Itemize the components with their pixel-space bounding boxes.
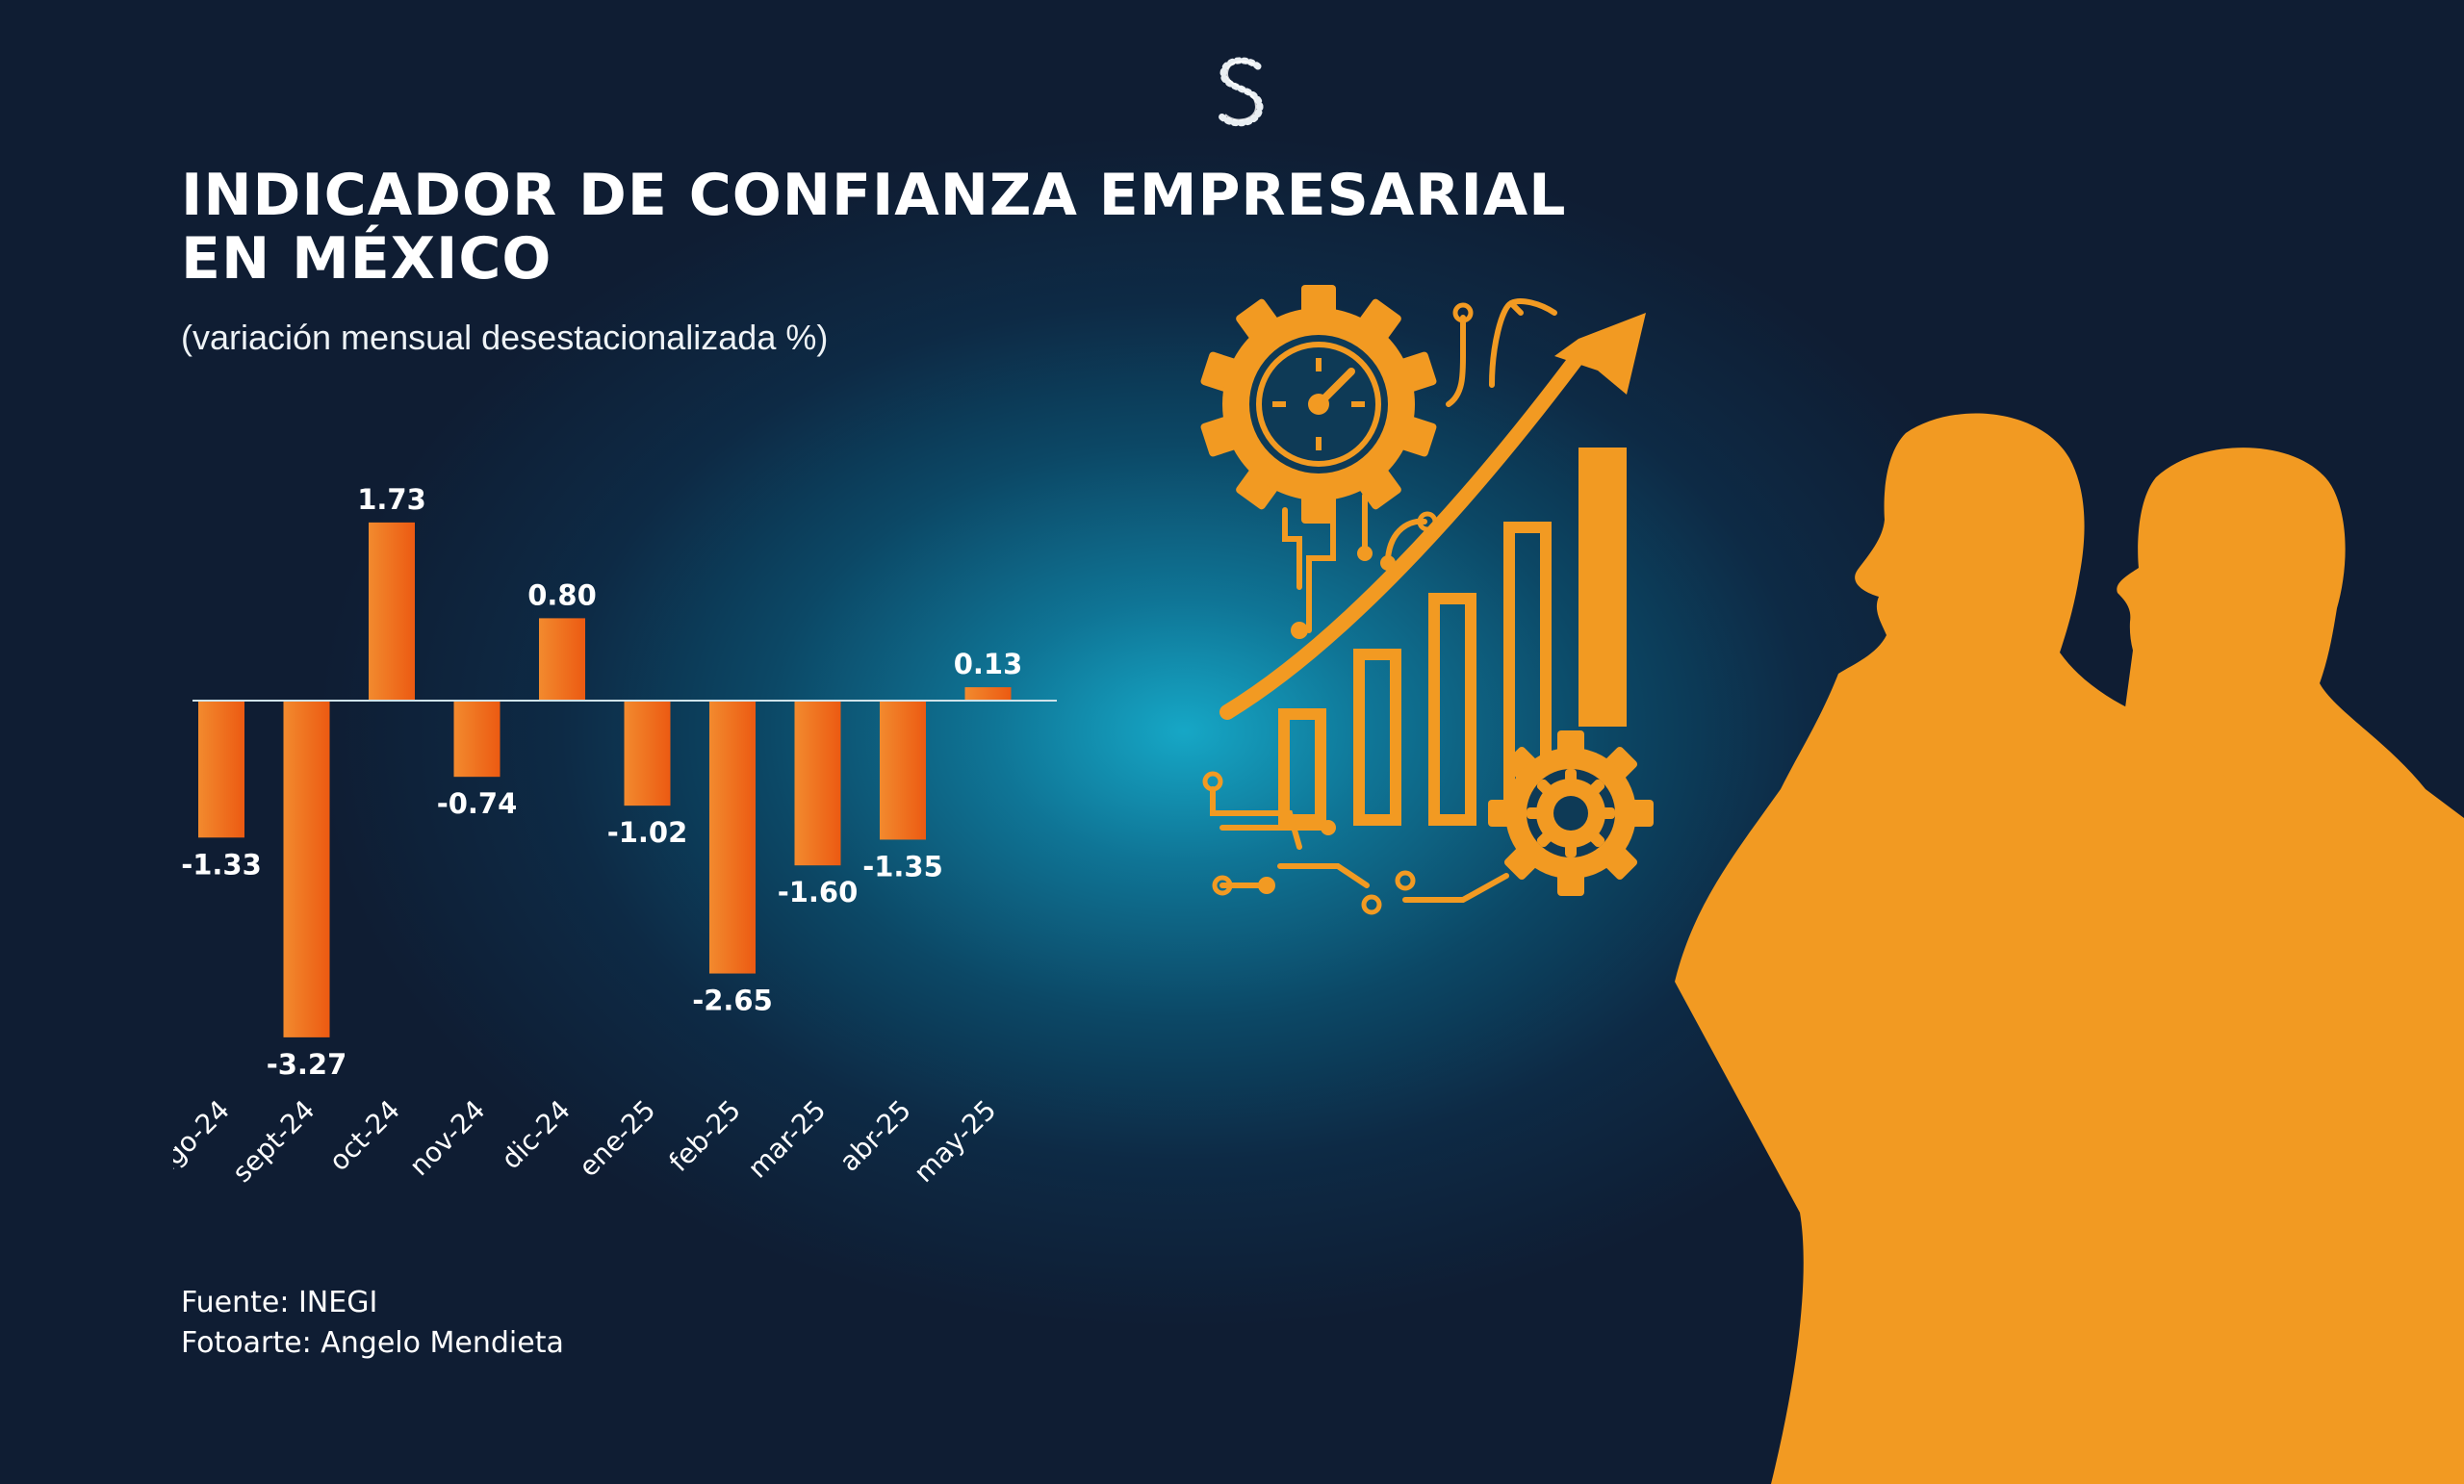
growth-arrow-icon bbox=[1219, 313, 1646, 720]
x-tick-mar-25: mar-25 bbox=[741, 1094, 832, 1185]
bar-may-25 bbox=[964, 687, 1012, 701]
gear-clock-icon bbox=[1200, 285, 1437, 524]
circuit-lines-icon bbox=[1210, 298, 1557, 903]
x-tick-may-25: may-25 bbox=[908, 1094, 1002, 1189]
bar-dic-24 bbox=[539, 618, 585, 701]
small-gear-icon bbox=[1488, 730, 1654, 896]
x-tick-abr-25: abr-25 bbox=[834, 1094, 917, 1178]
business-growth-illustration bbox=[1200, 285, 1654, 915]
business-people-silhouette-icon bbox=[1675, 413, 2464, 1484]
bar-ene-25 bbox=[624, 701, 671, 806]
x-tick-feb-25: feb-25 bbox=[663, 1094, 747, 1178]
bar-feb-25 bbox=[709, 701, 756, 974]
bar-sept-24 bbox=[283, 701, 330, 1037]
page-subtitle: (variación mensual desestacionalizada %) bbox=[181, 318, 829, 357]
source-credit: Fuente: INEGI bbox=[181, 1286, 378, 1319]
x-tick-dic-24: dic-24 bbox=[495, 1094, 577, 1176]
data-label-may-25: 0.13 bbox=[954, 648, 1023, 680]
bar-abr-25 bbox=[880, 701, 926, 840]
bar-oct-24 bbox=[369, 522, 415, 701]
credits: Fuente: INEGI Fotoarte: Angelo Mendieta bbox=[181, 1283, 564, 1364]
photo-credit: Fotoarte: Angelo Mendieta bbox=[181, 1326, 564, 1360]
data-label-ago-24: -1.33 bbox=[181, 848, 262, 881]
bar-nov-24 bbox=[453, 701, 500, 778]
x-tick-ago-24: ago-24 bbox=[173, 1094, 236, 1184]
x-tick-oct-24: oct-24 bbox=[323, 1094, 406, 1177]
data-label-dic-24: 0.80 bbox=[527, 578, 597, 611]
data-label-abr-25: -1.35 bbox=[862, 850, 943, 883]
data-label-mar-25: -1.60 bbox=[778, 876, 859, 908]
bar-chart: -1.33 -3.27 1.73 -0.74 0.80 -1.02 -2.65 -1.60-1… bbox=[173, 483, 1057, 1190]
growth-bars-icon bbox=[1278, 522, 1552, 826]
bar-ago-24 bbox=[198, 701, 244, 838]
s-dotted-logo-icon bbox=[1218, 57, 1264, 127]
data-label-feb-25: -2.65 bbox=[692, 985, 773, 1017]
page-title: INDICADOR DE CONFIANZA EMPRESARIAL EN MÉ… bbox=[181, 162, 1567, 293]
circuit-nodes-icon bbox=[1202, 302, 1474, 915]
bar-mar-25 bbox=[794, 701, 841, 866]
x-tick-ene-25: ene-25 bbox=[573, 1094, 662, 1184]
data-label-oct-24: 1.73 bbox=[357, 483, 426, 516]
data-label-ene-25: -1.02 bbox=[607, 816, 688, 849]
x-tick-nov-24: nov-24 bbox=[403, 1094, 492, 1183]
data-label-sept-24: -3.27 bbox=[267, 1048, 347, 1081]
x-tick-sept-24: sept-24 bbox=[226, 1094, 321, 1190]
data-label-nov-24: -0.74 bbox=[437, 787, 518, 820]
